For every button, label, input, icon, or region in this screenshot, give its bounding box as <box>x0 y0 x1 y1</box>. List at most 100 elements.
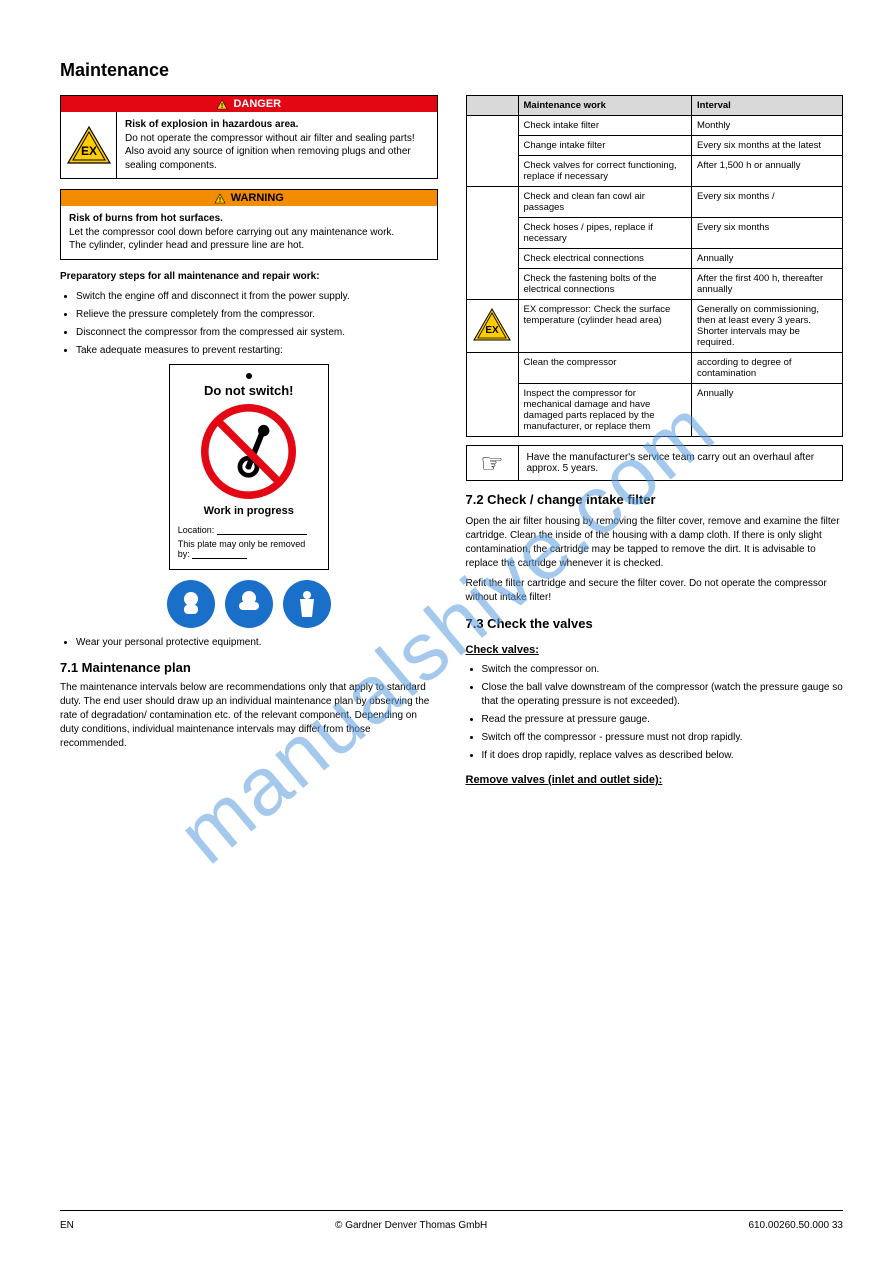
lockout-card: Do not switch! Work in progress Location… <box>169 364 329 570</box>
warning-header: ! WARNING <box>61 190 437 206</box>
footer-center: © Gardner Denver Thomas GmbH <box>335 1220 487 1231</box>
lockout-location-label: Location: <box>178 525 215 535</box>
table-row: Check and clean fan cowl air passages Ev… <box>466 187 843 218</box>
table-cell: Every six months at the latest <box>691 136 842 156</box>
remove-valves-head: Remove valves (inlet and outlet side): <box>466 773 844 788</box>
table-row: Check hoses / pipes, replace if necessar… <box>466 218 843 249</box>
table-row: Check intake filter Monthly <box>466 116 843 136</box>
warning-triangle-icon: ! <box>216 98 233 110</box>
table-cell: Monthly <box>691 116 842 136</box>
maintenance-table: Maintenance work Interval Check intake f… <box>466 95 844 437</box>
table-header <box>466 96 518 116</box>
table-cell: Clean the compressor <box>518 353 691 384</box>
list-item: Take adequate measures to prevent restar… <box>76 344 438 358</box>
table-cell: Check electrical connections <box>518 249 691 269</box>
table-cell: Annually <box>691 249 842 269</box>
warning-label: WARNING <box>231 192 284 204</box>
table-cell: Generally on commissioning, then at leas… <box>691 300 842 353</box>
table-cell: Check valves for correct functioning, re… <box>518 156 691 187</box>
note-text: Have the manufacturer's service team car… <box>519 446 843 480</box>
list-item: Relieve the pressure completely from the… <box>76 308 438 322</box>
note-box: ☞ Have the manufacturer's service team c… <box>466 445 844 481</box>
list-item: Wear your personal protective equipment. <box>76 636 438 650</box>
page-title: Maintenance <box>60 60 843 81</box>
respirator-icon <box>167 580 215 628</box>
warning-line-2: The cylinder, cylinder head and pressure… <box>69 239 429 253</box>
lockout-removed-row: This plate may only be removed by: <box>178 539 320 559</box>
ppe-list: Wear your personal protective equipment. <box>60 636 438 650</box>
footer-rule <box>60 1210 843 1211</box>
warning-text: Risk of burns from hot surfaces. Let the… <box>61 206 437 259</box>
intake-filter-section: 7.2 Check / change intake filter Open th… <box>466 491 844 605</box>
table-cell: Check intake filter <box>518 116 691 136</box>
table-icon-cell <box>466 187 518 300</box>
prep-list: Switch the engine off and disconnect it … <box>60 290 438 358</box>
table-row: Check the fastening bolts of the electri… <box>466 269 843 300</box>
footer-left: EN <box>60 1220 74 1231</box>
table-row: Clean the compressor according to degree… <box>466 353 843 384</box>
plan-title: 7.1 Maintenance plan <box>60 660 438 675</box>
danger-line-1: Do not operate the compressor without ai… <box>125 132 429 146</box>
danger-subhead: Risk of explosion in hazardous area. <box>125 118 429 132</box>
card-hole-icon <box>246 373 252 379</box>
table-cell: Check the fastening bolts of the electri… <box>518 269 691 300</box>
warning-line-1: Let the compressor cool down before carr… <box>69 226 429 240</box>
goggles-icon <box>225 580 273 628</box>
check-valves-list: Switch the compressor on. Close the ball… <box>466 663 844 763</box>
table-cell: After 1,500 h or annually <box>691 156 842 187</box>
table-row: Change intake filter Every six months at… <box>466 136 843 156</box>
danger-text: Risk of explosion in hazardous area. Do … <box>117 112 437 178</box>
intake-filter-para1: Open the air filter housing by removing … <box>466 515 844 571</box>
right-column: Maintenance work Interval Check intake f… <box>466 95 844 792</box>
danger-box: ! DANGER EX Risk of explosion in hazardo… <box>60 95 438 179</box>
table-icon-cell <box>466 353 518 437</box>
page-footer: EN © Gardner Denver Thomas GmbH 610.0026… <box>60 1220 843 1231</box>
svg-text:!: ! <box>218 197 220 204</box>
table-header: Interval <box>691 96 842 116</box>
list-item: Switch the compressor on. <box>482 663 844 677</box>
table-cell: Every six months / <box>691 187 842 218</box>
list-item: Switch the engine off and disconnect it … <box>76 290 438 304</box>
list-item: Close the ball valve downstream of the c… <box>482 681 844 709</box>
warning-box: ! WARNING Risk of burns from hot surface… <box>60 189 438 260</box>
table-row: EX EX compressor: Check the surface temp… <box>466 300 843 353</box>
table-cell: Inspect the compressor for mechanical da… <box>518 384 691 437</box>
svg-text:EX: EX <box>80 144 96 158</box>
valves-title: 7.3 Check the valves <box>466 615 844 633</box>
table-row: Check valves for correct functioning, re… <box>466 156 843 187</box>
list-item: Read the pressure at pressure gauge. <box>482 713 844 727</box>
lockout-bottom: Work in progress <box>178 505 320 517</box>
danger-line-2: Also avoid any source of ignition when r… <box>125 145 429 172</box>
svg-text:!: ! <box>221 103 223 110</box>
table-cell: Annually <box>691 384 842 437</box>
list-item: If it does drop rapidly, replace valves … <box>482 749 844 763</box>
list-item: Switch off the compressor - pressure mus… <box>482 731 844 745</box>
footer-right: 610.00260.50.000 33 <box>748 1220 843 1231</box>
lockout-location-row: Location: <box>178 525 320 535</box>
plan-intro: The maintenance intervals below are reco… <box>60 681 438 751</box>
warning-subhead: Risk of burns from hot surfaces. <box>69 212 429 226</box>
table-row: Inspect the compressor for mechanical da… <box>466 384 843 437</box>
prep-title: Preparatory steps for all maintenance an… <box>60 270 438 284</box>
ex-triangle-icon: EX <box>61 112 117 178</box>
table-cell: Check and clean fan cowl air passages <box>518 187 691 218</box>
table-cell: EX compressor: Check the surface tempera… <box>518 300 691 353</box>
table-cell: Every six months <box>691 218 842 249</box>
table-header: Maintenance work <box>518 96 691 116</box>
lockout-top: Do not switch! <box>178 383 320 398</box>
prohibit-switch-icon <box>201 404 296 499</box>
intake-filter-para2: Refit the filter cartridge and secure th… <box>466 577 844 605</box>
check-valves-head: Check valves: <box>466 643 844 658</box>
warning-triangle-icon: ! <box>214 192 231 204</box>
danger-header: ! DANGER <box>61 96 437 112</box>
coverall-icon <box>283 580 331 628</box>
danger-label: DANGER <box>233 98 281 110</box>
left-column: ! DANGER EX Risk of explosion in hazardo… <box>60 95 438 792</box>
table-cell: Check hoses / pipes, replace if necessar… <box>518 218 691 249</box>
content-columns: ! DANGER EX Risk of explosion in hazardo… <box>60 95 843 792</box>
ppe-row <box>60 580 438 628</box>
intake-filter-title: 7.2 Check / change intake filter <box>466 491 844 509</box>
table-row: Check electrical connections Annually <box>466 249 843 269</box>
table-cell: according to degree of contamination <box>691 353 842 384</box>
svg-text:EX: EX <box>485 325 499 336</box>
